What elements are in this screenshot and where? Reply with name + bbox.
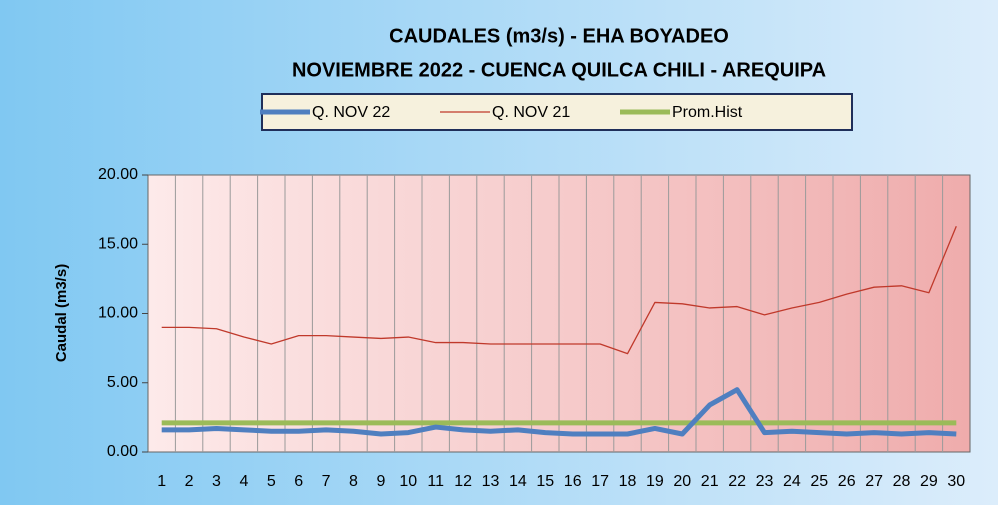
chart-title: CAUDALES (m3/s) - EHA BOYADEO (389, 25, 729, 47)
x-tick-label: 4 (239, 473, 248, 490)
x-tick-label: 15 (536, 473, 554, 490)
x-tick-label: 11 (427, 473, 444, 490)
legend-label: Prom.Hist (672, 104, 743, 121)
series-line (161, 387, 957, 437)
x-tick-label: 21 (701, 473, 719, 490)
x-tick-label: 28 (893, 473, 911, 490)
x-tick-label: 7 (322, 473, 331, 490)
x-tick-label: 27 (865, 473, 883, 490)
x-tick-label: 17 (591, 473, 609, 490)
x-tick-label: 24 (783, 473, 801, 490)
legend-label: Q. NOV 22 (312, 104, 390, 121)
x-tick-label: 25 (810, 473, 828, 490)
x-tick-label: 16 (564, 473, 582, 490)
x-tick-label: 29 (920, 473, 938, 490)
y-axis-label: Caudal (m3/s) (53, 264, 70, 362)
x-tick-label: 26 (838, 473, 856, 490)
x-tick-label: 18 (619, 473, 637, 490)
x-tick-label: 10 (399, 473, 417, 490)
x-tick-label: 14 (509, 473, 527, 490)
x-tick-label: 1 (157, 473, 166, 490)
legend-label: Q. NOV 21 (492, 104, 570, 121)
y-tick-label: 15.00 (98, 235, 138, 252)
x-tick-label: 20 (673, 473, 691, 490)
series-line (161, 225, 957, 355)
x-tick-label: 9 (376, 473, 385, 490)
x-tick-label: 30 (947, 473, 965, 490)
y-tick-label: 20.00 (98, 166, 138, 183)
chart-subtitle: NOVIEMBRE 2022 - CUENCA QUILCA CHILI - A… (292, 59, 826, 81)
x-tick-label: 23 (756, 473, 774, 490)
x-tick-label: 3 (212, 473, 221, 490)
y-tick-label: 5.00 (107, 374, 138, 391)
x-tick-label: 2 (185, 473, 194, 490)
x-tick-label: 13 (482, 473, 500, 490)
x-tick-label: 8 (349, 473, 358, 490)
x-tick-label: 22 (728, 473, 746, 490)
legend-box (261, 93, 853, 131)
x-tick-label: 12 (454, 473, 472, 490)
y-tick-label: 10.00 (98, 305, 138, 322)
x-tick-label: 5 (267, 473, 276, 490)
x-tick-label: 19 (646, 473, 664, 490)
x-tick-label: 6 (294, 473, 303, 490)
y-tick-label: 0.00 (107, 443, 138, 460)
